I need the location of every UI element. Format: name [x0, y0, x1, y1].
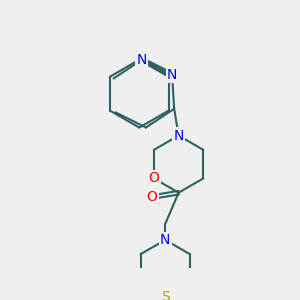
Text: N: N [160, 233, 170, 247]
Text: N: N [167, 68, 177, 82]
Text: N: N [173, 129, 184, 142]
Text: O: O [146, 190, 157, 204]
Text: N: N [136, 53, 147, 67]
Text: S: S [161, 290, 170, 300]
Text: O: O [148, 171, 159, 185]
